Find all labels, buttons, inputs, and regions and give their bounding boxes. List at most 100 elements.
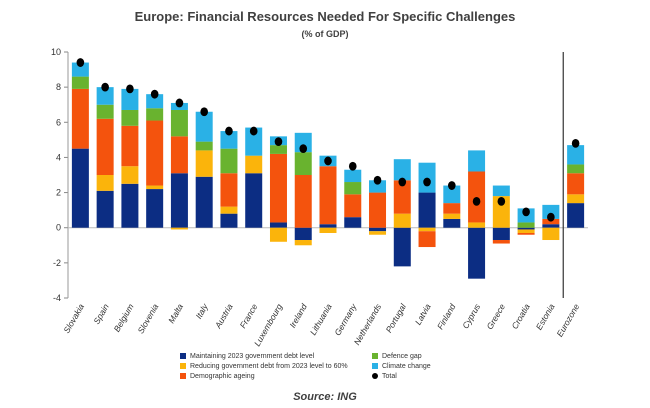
total-marker xyxy=(299,144,308,154)
bar-segment xyxy=(344,182,362,195)
bar-segment xyxy=(542,204,560,219)
bar-segment xyxy=(146,185,164,190)
bar-segment xyxy=(542,224,560,228)
bar-segment xyxy=(146,120,164,186)
bar-segment xyxy=(195,111,213,142)
x-category-label: Italy xyxy=(193,301,210,320)
x-category-label: Ireland xyxy=(287,302,309,330)
legend-label: Reducing government debt from 2023 level… xyxy=(190,363,348,370)
bar-segment xyxy=(443,213,461,219)
bar-segment xyxy=(71,88,89,149)
bar-segment xyxy=(567,173,585,195)
legend-swatch xyxy=(180,373,186,380)
legend-swatch xyxy=(372,363,378,370)
bar-segment xyxy=(319,227,337,233)
bar-segment xyxy=(492,240,510,244)
y-tick-label: 4 xyxy=(56,152,61,162)
total-marker xyxy=(200,107,208,117)
total-marker xyxy=(522,207,530,217)
x-category-label: Slovenia xyxy=(135,302,160,335)
x-category-label: Portugal xyxy=(384,301,409,334)
legend-item-total: Total xyxy=(372,372,397,381)
total-marker xyxy=(324,156,332,166)
x-category-label: Croatia xyxy=(509,302,531,331)
y-tick-label: -2 xyxy=(53,258,61,268)
x-category-label: France xyxy=(238,302,260,330)
x-category-label: Finland xyxy=(435,302,458,331)
bar-segment xyxy=(517,232,535,235)
legend-item-defence-gap: Defence gap xyxy=(372,352,422,361)
total-marker xyxy=(373,175,382,185)
legend-swatch xyxy=(180,353,186,360)
x-category-label: Germany xyxy=(332,301,359,337)
x-category-label: Austria xyxy=(212,302,235,331)
bar-segment xyxy=(170,227,188,230)
y-tick-label: -4 xyxy=(53,293,61,303)
total-marker xyxy=(175,98,184,108)
total-marker xyxy=(423,177,431,187)
y-tick-label: 8 xyxy=(56,82,61,92)
bar-segment xyxy=(369,227,387,232)
bar-segment xyxy=(294,240,312,246)
legend-label: Demographic ageing xyxy=(190,373,255,380)
bar-segment xyxy=(294,132,312,153)
bar-segment xyxy=(418,231,436,248)
bar-segment xyxy=(393,180,411,214)
bar-segment xyxy=(121,109,139,126)
bar-segment xyxy=(269,227,287,242)
legend-item-debt-reduction: Reducing government debt from 2023 level… xyxy=(180,362,348,371)
bar-segment xyxy=(369,192,387,228)
bar-segment xyxy=(567,164,585,174)
bar-segment xyxy=(443,218,461,228)
total-marker xyxy=(547,212,555,222)
bar-segment xyxy=(195,141,213,151)
bar-segment xyxy=(443,203,461,214)
bar-segment xyxy=(567,194,585,204)
total-marker xyxy=(126,84,134,94)
bar-segment xyxy=(492,185,510,197)
total-marker xyxy=(472,196,481,206)
bar-segment xyxy=(96,87,114,105)
bar-segment xyxy=(121,183,139,228)
total-marker xyxy=(150,89,159,99)
total-marker xyxy=(571,138,580,148)
chart-subtitle: (% of GDP) xyxy=(301,29,349,39)
x-category-label: Greece xyxy=(484,302,507,331)
bar-segment xyxy=(468,227,486,279)
total-marker xyxy=(348,161,357,171)
x-category-label: Estonia xyxy=(534,302,557,332)
x-category-label: Latvia xyxy=(413,302,433,327)
legend-item-climate-change: Climate change xyxy=(372,362,431,371)
bar-segment xyxy=(146,108,164,121)
bar-segment xyxy=(220,206,238,214)
legend-dot xyxy=(372,373,378,380)
y-tick-label: 2 xyxy=(56,188,61,198)
bar-segment xyxy=(393,159,411,181)
bar-segment xyxy=(96,118,114,175)
bar-segment xyxy=(492,227,510,241)
bar-segment xyxy=(245,173,263,228)
bar-segment xyxy=(71,76,89,89)
bar-segment xyxy=(294,175,312,228)
bar-segment xyxy=(71,62,89,77)
bar-segment xyxy=(269,222,287,228)
legend-swatch xyxy=(180,363,186,370)
legend-label: Total xyxy=(382,373,397,380)
legend-label: Maintaining 2023 government debt level xyxy=(190,353,315,360)
total-marker xyxy=(101,82,109,92)
legend-item-demographic-ageing: Demographic ageing xyxy=(180,372,255,381)
bar-segment xyxy=(269,145,287,154)
bar-segment xyxy=(220,213,238,228)
bar-segment xyxy=(269,153,287,223)
bar-segment xyxy=(121,166,139,184)
y-tick-label: 10 xyxy=(51,47,61,57)
bar-segment xyxy=(393,213,411,228)
bar-segment xyxy=(542,227,560,241)
bar-segment xyxy=(517,229,535,233)
bar-segment xyxy=(319,224,337,228)
bar-segment xyxy=(245,127,263,156)
bar-segment xyxy=(344,194,362,218)
total-marker xyxy=(398,177,407,187)
bar-segment xyxy=(393,227,411,267)
bar-segment xyxy=(443,185,461,204)
